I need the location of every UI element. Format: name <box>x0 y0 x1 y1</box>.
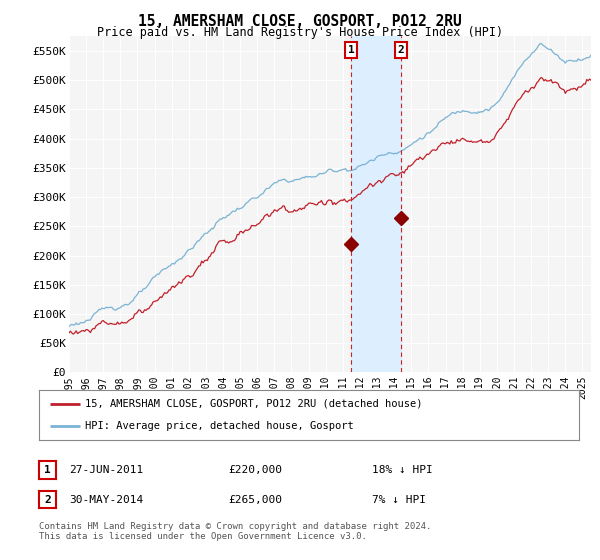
Text: £265,000: £265,000 <box>228 494 282 505</box>
Text: 18% ↓ HPI: 18% ↓ HPI <box>372 465 433 475</box>
Text: Price paid vs. HM Land Registry's House Price Index (HPI): Price paid vs. HM Land Registry's House … <box>97 26 503 39</box>
Text: 2: 2 <box>44 494 51 505</box>
Text: 27-JUN-2011: 27-JUN-2011 <box>69 465 143 475</box>
Text: 15, AMERSHAM CLOSE, GOSPORT, PO12 2RU (detached house): 15, AMERSHAM CLOSE, GOSPORT, PO12 2RU (d… <box>85 399 422 409</box>
Text: This data is licensed under the Open Government Licence v3.0.: This data is licensed under the Open Gov… <box>39 532 367 541</box>
Text: 30-MAY-2014: 30-MAY-2014 <box>69 494 143 505</box>
Text: 1: 1 <box>44 465 51 475</box>
Text: HPI: Average price, detached house, Gosport: HPI: Average price, detached house, Gosp… <box>85 421 353 431</box>
Text: 7% ↓ HPI: 7% ↓ HPI <box>372 494 426 505</box>
Text: 15, AMERSHAM CLOSE, GOSPORT, PO12 2RU: 15, AMERSHAM CLOSE, GOSPORT, PO12 2RU <box>138 14 462 29</box>
Text: £220,000: £220,000 <box>228 465 282 475</box>
Text: 1: 1 <box>348 45 355 55</box>
Bar <box>351 36 401 372</box>
Text: Contains HM Land Registry data © Crown copyright and database right 2024.: Contains HM Land Registry data © Crown c… <box>39 522 431 531</box>
Text: 2: 2 <box>398 45 404 55</box>
